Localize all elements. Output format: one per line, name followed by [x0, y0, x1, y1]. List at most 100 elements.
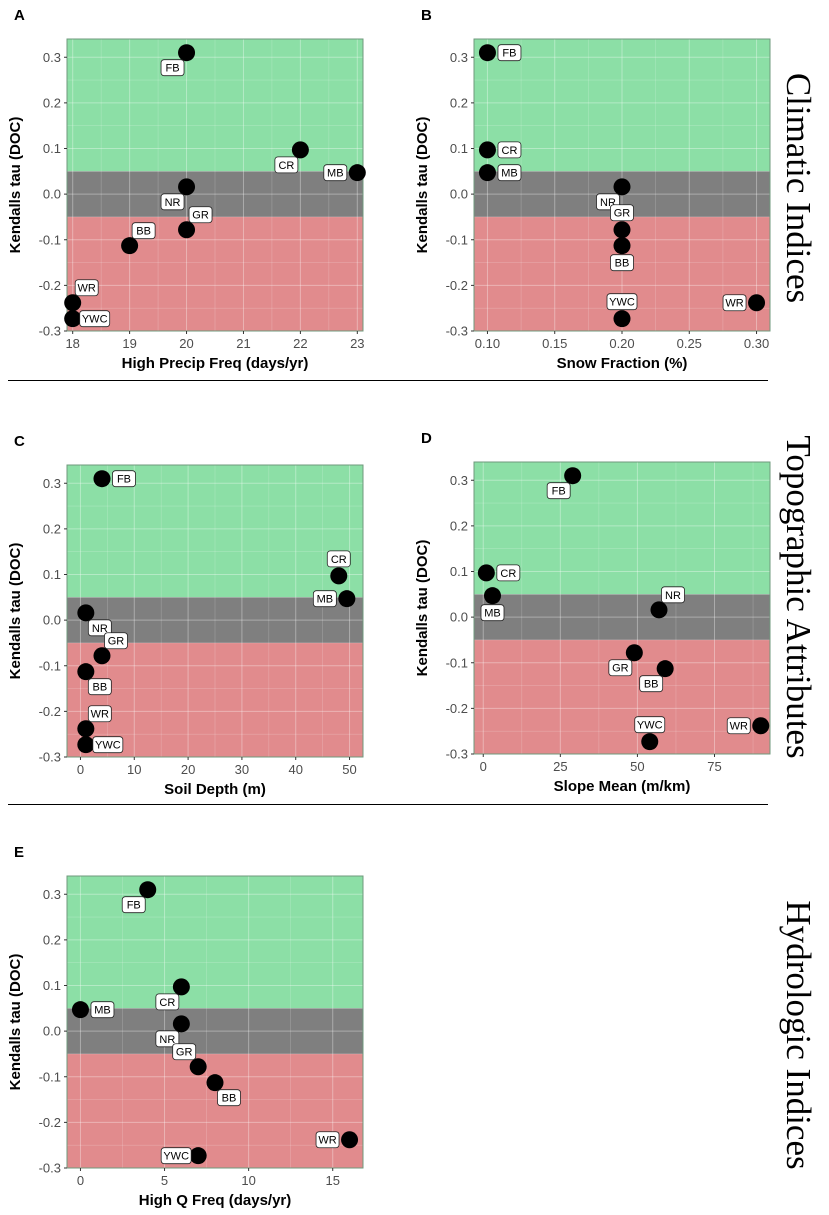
point-label-wr: WR	[725, 298, 743, 310]
y-tick-label: -0.2	[39, 704, 61, 719]
section-title-hydrologic: Hydrologic Indices	[779, 900, 818, 1170]
data-point-bb	[206, 1074, 224, 1092]
point-label-box	[634, 716, 666, 734]
point-label-box	[608, 659, 633, 677]
x-tick-label: 75	[707, 759, 721, 774]
point-label-gr: GR	[108, 636, 125, 648]
chart-panel-c: -0.3 -0.2 -0.1 0.0 0.1 0.2 0.3 0 10 20 30 40 50 Soil …	[7, 433, 364, 798]
y-axis-title: Kendalls tau (DOC)	[7, 543, 24, 680]
x-tick-label: 20	[179, 336, 193, 351]
y-axis-title: Kendalls tau (DOC)	[414, 117, 431, 254]
point-label-ywc: YWC	[82, 314, 108, 326]
point-label-box	[90, 1001, 115, 1019]
data-point-wr	[77, 720, 95, 738]
band-negative	[67, 216, 363, 331]
point-label-box	[188, 206, 213, 224]
point-label-ywc: YWC	[609, 297, 635, 309]
data-point-nr	[77, 604, 95, 622]
data-point-mb	[484, 587, 501, 605]
y-tick-label: 0.1	[43, 141, 61, 156]
point-label-gr: GR	[192, 210, 209, 222]
x-tick-label: 0	[77, 1173, 84, 1188]
point-label-ywc: YWC	[95, 740, 121, 752]
point-label-bb: BB	[136, 226, 151, 238]
point-label-gr: GR	[612, 663, 629, 675]
panel-letter: D	[421, 430, 432, 447]
panel-letter: A	[14, 7, 25, 24]
point-label-box	[480, 604, 505, 622]
point-label-box	[312, 590, 337, 608]
y-tick-label: 0.3	[450, 50, 468, 65]
point-label-nr: NR	[92, 623, 108, 635]
point-label-cr: CR	[500, 568, 516, 580]
x-tick-label: 10	[127, 762, 141, 777]
point-label-fb: FB	[552, 486, 566, 498]
data-point-gr	[613, 221, 631, 239]
data-point-ywc	[189, 1147, 207, 1165]
y-tick-label: 0.1	[43, 978, 61, 993]
x-tick-label: 0.25	[677, 336, 702, 351]
point-label-box	[497, 164, 522, 182]
point-label-box	[639, 675, 664, 693]
x-tick-label: 0.10	[475, 336, 500, 351]
point-label-mb: MB	[317, 594, 334, 606]
plot-border	[66, 38, 364, 332]
x-tick-label: 50	[630, 759, 644, 774]
data-point-mb	[478, 164, 496, 182]
y-tick-label: -0.2	[446, 701, 468, 716]
band-positive	[474, 39, 770, 172]
band-neutral	[67, 171, 363, 217]
point-label-bb: BB	[615, 258, 630, 270]
data-point-bb	[77, 663, 95, 681]
y-tick-label: -0.1	[446, 655, 468, 670]
point-label-box	[274, 156, 299, 174]
data-point-ywc	[641, 733, 659, 751]
plot-border	[66, 464, 364, 758]
y-tick-label: -0.1	[39, 1069, 61, 1084]
point-label-ywc: YWC	[163, 1151, 189, 1163]
point-label-box	[496, 564, 521, 582]
point-label-box	[610, 204, 634, 222]
y-axis-title: Kendalls tau (DOC)	[7, 117, 24, 254]
data-point-cr	[330, 567, 348, 585]
section-title-climatic: Climatic Indices	[779, 72, 818, 304]
point-label-box	[74, 279, 99, 297]
data-point-nr	[172, 1015, 190, 1033]
point-label-wr: WR	[78, 283, 96, 295]
x-tick-label: 22	[293, 336, 307, 351]
data-point-ywc	[613, 310, 631, 328]
data-point-ywc	[64, 310, 82, 328]
y-tick-label: -0.2	[39, 278, 61, 293]
x-tick-label: 0	[480, 759, 487, 774]
x-axis-title: Soil Depth (m)	[164, 781, 266, 798]
data-point-mb	[71, 1001, 89, 1019]
data-point-wr	[752, 717, 770, 735]
point-label-mb: MB	[501, 168, 518, 180]
data-point-wr	[64, 294, 82, 312]
plot-border	[66, 875, 364, 1169]
y-tick-label: 0.0	[450, 187, 468, 202]
x-axis-title: Snow Fraction (%)	[557, 355, 688, 372]
data-point-bb	[656, 660, 674, 678]
point-label-box	[79, 310, 111, 328]
chart-panel-b: -0.3 -0.2 -0.1 0.0 0.1 0.2 0.3 0.10 0.15 0.20 0.25…	[414, 7, 771, 372]
point-label-box	[546, 482, 571, 500]
data-point-cr	[477, 564, 495, 582]
data-point-fb	[478, 44, 496, 62]
point-label-cr: CR	[331, 554, 347, 566]
y-tick-label: 0.1	[43, 567, 61, 582]
x-tick-label: 21	[236, 336, 250, 351]
y-tick-label: 0.2	[43, 932, 61, 947]
point-label-cr: CR	[278, 160, 294, 172]
x-tick-label: 30	[235, 762, 249, 777]
point-label-fb: FB	[127, 900, 141, 912]
point-label-box	[87, 678, 112, 696]
y-tick-label: 0.3	[450, 473, 468, 488]
point-label-bb: BB	[644, 679, 659, 691]
data-point-gr	[93, 647, 111, 665]
point-label-box	[87, 619, 112, 637]
y-tick-label: 0.2	[43, 521, 61, 536]
band-positive	[474, 462, 770, 595]
panel-letter: B	[421, 7, 432, 24]
data-point-mb	[338, 590, 356, 608]
